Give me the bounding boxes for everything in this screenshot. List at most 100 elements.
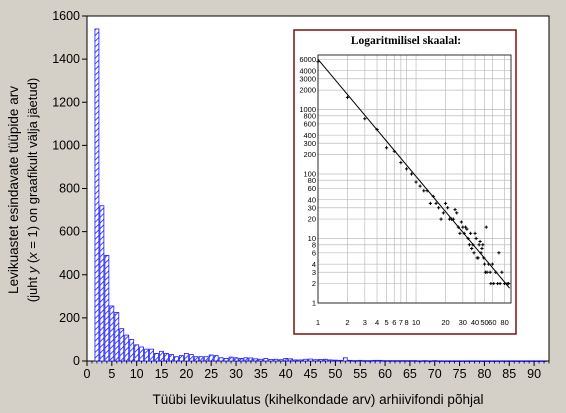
- x-axis-ticks: 0 5 10 15 20 25 30 35 40 45 50 55 60 65 70 75 80 85 90: [84, 361, 550, 381]
- inset-panel: Logaritmilisel skaalal: 1234681020304060…: [293, 29, 517, 335]
- inset-point: [392, 149, 396, 153]
- fit-line: [317, 58, 510, 289]
- inset-x-tick-label: 80: [500, 318, 508, 327]
- x-tick-label: 85: [502, 367, 516, 381]
- inset-point: [439, 217, 443, 221]
- x-tick-label: 40: [279, 367, 293, 381]
- inset-y-tick-label: 600: [303, 119, 316, 128]
- inset-point: [459, 220, 463, 224]
- inset-point: [437, 206, 441, 210]
- x-tick-label: 15: [155, 367, 169, 381]
- bar: [303, 358, 308, 362]
- inset-point: [461, 225, 465, 229]
- inset-x-ticks: 1 2 3 4 5 6 7 8 10 20 30 40 50 60 80: [316, 318, 509, 327]
- bar: [273, 358, 279, 362]
- y-axis-title: Levikuastet esindavate tüüpide arv: [6, 86, 21, 294]
- inset-point: [482, 256, 486, 260]
- inset-point: [441, 211, 445, 215]
- x-tick-label: 50: [328, 367, 342, 381]
- inset-point: [477, 243, 481, 247]
- inset-y-tick-label: 10: [308, 234, 316, 243]
- inset-point: [488, 270, 492, 274]
- inset-point: [481, 243, 485, 247]
- x-axis-title: Tüübi levikuulatus (kihelkondade arv) ar…: [153, 392, 484, 407]
- x-tick-label: 55: [353, 367, 367, 381]
- inset-point: [463, 225, 468, 229]
- bar: [323, 358, 328, 362]
- y-axis-subtitle: (juht y (x = 1) on graafikult välja jäet…: [25, 78, 40, 302]
- inset-y-tick-label: 8: [312, 240, 316, 249]
- bar: [223, 358, 229, 362]
- inset-y-tick-label: 3: [312, 268, 316, 277]
- inset-point: [490, 262, 494, 266]
- inset-x-tick-label: 10: [412, 318, 420, 327]
- inset-point: [479, 251, 483, 255]
- y-tick-label: 1200: [52, 95, 80, 109]
- inset-y-tick-label: 300: [303, 139, 316, 148]
- x-tick-label: 35: [254, 367, 268, 381]
- bar: [218, 357, 224, 362]
- inset-y-tick-label: 2: [312, 279, 316, 288]
- x-tick-label: 80: [477, 367, 491, 381]
- bar: [134, 344, 140, 362]
- inset-point: [418, 184, 422, 188]
- bar: [278, 359, 284, 362]
- inset-point: [497, 251, 501, 255]
- inset-point: [409, 172, 414, 176]
- inset-y-tick-label: 60: [308, 184, 316, 193]
- inset-points: [316, 60, 511, 286]
- bar: [228, 356, 234, 362]
- bar: [248, 357, 254, 362]
- inset-point: [431, 194, 435, 198]
- bar: [119, 328, 125, 362]
- inset-title: Logaritmilisel skaalal:: [351, 35, 461, 47]
- y-tick-label: 200: [59, 311, 80, 325]
- bar: [99, 205, 105, 362]
- bar: [238, 358, 244, 362]
- inset-point: [482, 262, 487, 266]
- inset-point: [453, 208, 457, 212]
- x-tick-label: 65: [403, 367, 417, 381]
- inset-x-tick-label: 8: [404, 318, 408, 327]
- bar: [183, 353, 189, 362]
- bar: [104, 254, 110, 362]
- x-tick-label: 25: [204, 367, 218, 381]
- bar: [283, 358, 289, 362]
- bar: [213, 355, 219, 362]
- inset-point: [480, 246, 484, 251]
- x-tick-label: 45: [304, 367, 318, 381]
- inset-y-tick-label: 6000: [299, 55, 316, 64]
- x-tick-label: 75: [453, 367, 467, 381]
- inset-y-tick-label: 4: [312, 260, 316, 269]
- inset-point: [487, 262, 491, 266]
- inset-point: [363, 117, 367, 121]
- inset-y-tick-label: 4000: [299, 66, 316, 75]
- inset-x-tick-label: 7: [399, 318, 403, 327]
- inset-y-tick-label: 400: [303, 131, 316, 140]
- inset-x-tick-label: 5: [384, 318, 388, 327]
- y-tick-label: 800: [59, 182, 80, 196]
- inset-y-tick-label: 40: [308, 195, 316, 204]
- inset-x-tick-label: 40: [471, 318, 479, 327]
- inset-y-tick-label: 80: [308, 176, 316, 185]
- x-tick-label: 20: [179, 367, 193, 381]
- bar: [208, 354, 214, 362]
- bar: [332, 359, 338, 362]
- inset-x-tick-label: 30: [459, 318, 467, 327]
- inset-y-tick-label: 200: [303, 150, 316, 159]
- bar: [164, 353, 169, 362]
- inset-point: [455, 211, 459, 215]
- inset-y-tick-label: 100: [303, 170, 316, 179]
- inset-x-tick-label: 50: [480, 318, 488, 327]
- inset-point: [489, 281, 493, 286]
- inset-y-tick-label: 1000: [299, 105, 316, 114]
- bar: [233, 357, 239, 362]
- inset-point: [470, 246, 474, 251]
- inset-point: [507, 281, 511, 286]
- inset-point: [414, 180, 418, 184]
- inset-point: [485, 270, 489, 274]
- bar: [193, 356, 199, 362]
- bar: [109, 305, 115, 362]
- inset-point: [494, 270, 498, 274]
